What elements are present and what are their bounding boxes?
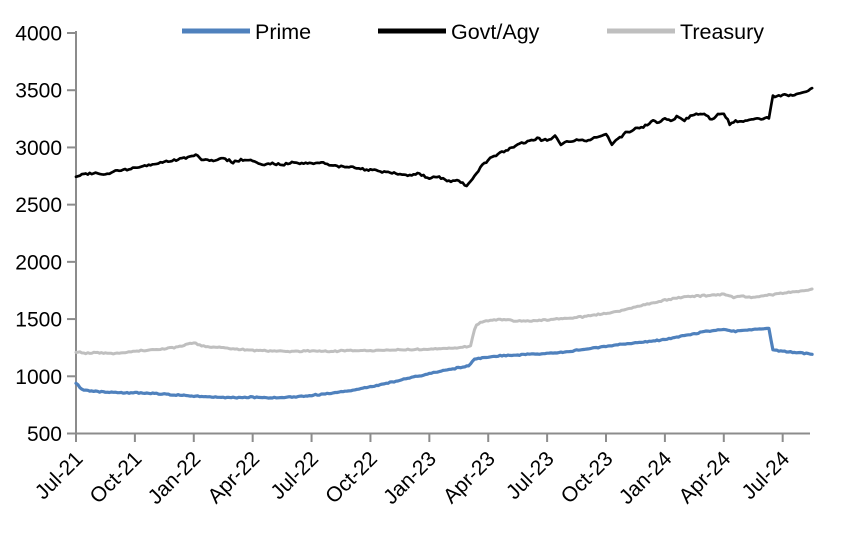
x-tick-label: Jan-23 xyxy=(379,447,441,509)
series-line-treasury xyxy=(74,287,814,356)
y-tick-label: 1000 xyxy=(15,366,62,389)
x-tick-label: Jan-24 xyxy=(615,447,677,509)
x-tick-label: Jul-23 xyxy=(502,447,559,504)
x-tick-label: Oct-23 xyxy=(557,447,618,508)
x-tick-label: Apr-23 xyxy=(439,447,500,508)
series-line-govt-agy xyxy=(74,86,814,188)
y-tick-label: 4000 xyxy=(15,23,62,46)
y-tick-label: 1500 xyxy=(15,309,62,332)
x-tick-label: Apr-22 xyxy=(203,447,264,508)
x-tick-label: Jul-24 xyxy=(738,447,795,504)
legend-item-treasury: Treasury xyxy=(607,20,764,44)
x-tick-label: Apr-24 xyxy=(674,447,735,508)
legend-label: Prime xyxy=(255,20,311,44)
legend-item-govt-agy: Govt/Agy xyxy=(378,20,540,44)
y-axis-labels: 500 1000 1500 2000 2500 3000 3500 4000 xyxy=(15,23,62,447)
x-tick-label: Oct-22 xyxy=(321,447,382,508)
data-series xyxy=(74,86,814,400)
x-tick-label: Oct-21 xyxy=(86,447,147,508)
legend-label: Govt/Agy xyxy=(451,20,540,44)
y-tick-label: 3000 xyxy=(15,137,62,160)
series-line-prime xyxy=(74,326,814,400)
x-tick-label: Jan-22 xyxy=(144,447,206,509)
legend-item-prime: Prime xyxy=(182,20,311,44)
axes xyxy=(67,31,810,442)
x-tick-label: Jul-21 xyxy=(31,447,88,504)
y-tick-label: 3500 xyxy=(15,80,62,103)
y-tick-label: 500 xyxy=(27,423,62,446)
x-tick-label: Jul-22 xyxy=(266,447,323,504)
y-tick-label: 2500 xyxy=(15,194,62,217)
y-tick-label: 2000 xyxy=(15,251,62,274)
chart-legend: Prime Govt/Agy Treasury xyxy=(182,20,764,44)
legend-label: Treasury xyxy=(680,20,764,44)
